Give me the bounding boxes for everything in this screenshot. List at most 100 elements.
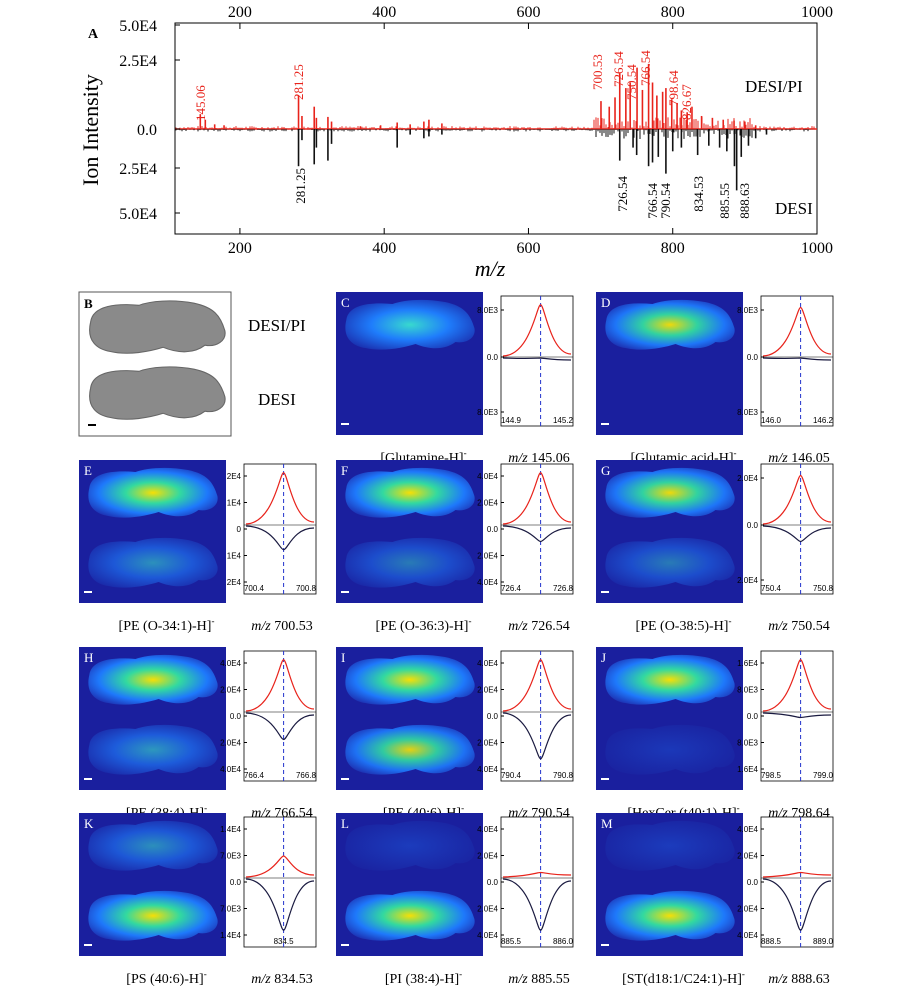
inset-ytick-label: 0 xyxy=(237,525,242,534)
desi-inset-peak xyxy=(762,878,832,931)
inset-ytick-label: 2.0E4 xyxy=(477,739,498,748)
desi-pi-peak-label: 145.06 xyxy=(193,85,208,121)
y-tick-label: 0.0 xyxy=(137,122,157,139)
desi-pi-label: DESI/PI xyxy=(745,77,803,96)
ion-name-caption: [PE (O-38:5)-H]- xyxy=(636,616,732,634)
inset-ytick-label: 4.0E4 xyxy=(477,472,498,481)
inset-ytick-label: 2.0E4 xyxy=(737,474,758,483)
panel-letter: E xyxy=(84,463,92,478)
desi-pi-peak-label: 750.54 xyxy=(624,64,639,100)
inset-ytick-label: 7.0E3 xyxy=(220,852,241,861)
desi-pi-ion-image xyxy=(88,820,218,871)
inset-ytick-label: 0.0 xyxy=(487,878,499,887)
desi-inset-peak xyxy=(502,525,572,543)
desi-pi-ion-image xyxy=(88,654,218,705)
ion-panel-k: K 1.4E4 7.0E3 0.0 7.0E3 1.4E4 834.5 [PS (40:6)-… xyxy=(79,813,317,987)
panel-letter: C xyxy=(341,295,350,310)
panel-letter: G xyxy=(601,463,610,478)
scale-bar xyxy=(84,778,92,780)
desi-peak-label: 790.54 xyxy=(658,183,673,219)
inset-ytick-label: 1E4 xyxy=(227,499,242,508)
inset-xtick-label: 799.0 xyxy=(813,771,834,780)
inset-xtick-label: 888.5 xyxy=(761,937,782,946)
y-axis-label: Ion Intensity xyxy=(78,74,103,186)
panel-a-letter: A xyxy=(88,27,99,42)
inset-ytick-label: 0.0 xyxy=(230,712,242,721)
panel-b-label-top: DESI/PI xyxy=(248,316,306,335)
desi-pi-inset-peak xyxy=(502,472,572,525)
inset-ytick-label: 4.0E4 xyxy=(477,825,498,834)
inset-frame xyxy=(243,463,317,595)
scale-bar xyxy=(341,591,349,593)
inset-frame xyxy=(243,650,317,782)
inset-xtick-label: 726.8 xyxy=(553,584,574,593)
panel-letter: D xyxy=(601,295,610,310)
inset-xtick-label: 766.4 xyxy=(244,771,265,780)
desi-pi-peak-label: 766.54 xyxy=(638,50,653,86)
desi-pi-peak-label: 700.53 xyxy=(590,54,605,90)
inset-xtick-label: 700.4 xyxy=(244,584,265,593)
scale-bar xyxy=(341,778,349,780)
desi-inset-peak xyxy=(502,878,572,931)
desi-brain-section xyxy=(89,366,226,420)
desi-noise xyxy=(175,129,815,139)
inset-ytick-label: 1E4 xyxy=(227,552,242,561)
inset-ytick-label: 0.0 xyxy=(230,878,242,887)
panel-letter: H xyxy=(84,650,93,665)
panel-letter: K xyxy=(84,816,94,831)
inset-ytick-label: 1.4E4 xyxy=(220,825,241,834)
desi-pi-inset-peak xyxy=(762,474,832,525)
panel-letter: J xyxy=(601,650,606,665)
x-tick-label-bottom: 400 xyxy=(372,240,396,257)
inset-xtick-label: 885.5 xyxy=(501,937,522,946)
inset-xtick-label: 144.9 xyxy=(501,416,522,425)
inset-xtick-label: 750.8 xyxy=(813,584,834,593)
inset-xtick-label: 790.8 xyxy=(553,771,574,780)
inset-ytick-label: 0.0 xyxy=(747,521,759,530)
y-tick-label: 5.0E4 xyxy=(119,206,157,223)
inset-ytick-label: 2E4 xyxy=(227,472,242,481)
desi-inset-peak xyxy=(245,712,315,741)
desi-pi-ion-image xyxy=(605,654,735,705)
inset-ytick-label: 2.0E4 xyxy=(737,852,758,861)
inset-xtick-label: 700.8 xyxy=(296,584,317,593)
x-tick-label-bottom: 600 xyxy=(516,240,540,257)
inset-ytick-label: 0.0 xyxy=(487,353,499,362)
x-tick-label-top: 200 xyxy=(228,4,252,21)
inset-frame xyxy=(760,650,834,782)
inset-ytick-label: 2E4 xyxy=(227,578,242,587)
desi-pi-inset-peak xyxy=(762,306,832,357)
mz-caption: m/z 750.54 xyxy=(768,619,829,634)
desi-pi-peak-label: 726.54 xyxy=(611,51,626,87)
desi-pi-peak-label: 798.64 xyxy=(666,70,681,106)
inset-ytick-label: 8.0E3 xyxy=(737,408,758,417)
inset-ytick-label: 8.0E3 xyxy=(737,739,758,748)
desi-ion-image xyxy=(605,537,735,588)
x-tick-label-top: 800 xyxy=(661,4,685,21)
inset-ytick-label: 4.0E4 xyxy=(220,765,241,774)
inset-xtick-label: 834.5 xyxy=(274,937,295,946)
panel-b: B DESI/PI DESI xyxy=(78,291,306,437)
desi-pi-inset-peak xyxy=(245,855,315,878)
desi-inset-peak xyxy=(245,525,315,551)
inset-ytick-label: 4.0E4 xyxy=(477,659,498,668)
desi-pi-inset-peak xyxy=(762,871,832,878)
inset-ytick-label: 8.0E3 xyxy=(737,686,758,695)
inset-frame xyxy=(760,295,834,427)
x-tick-label-bottom: 200 xyxy=(228,240,252,257)
inset-ytick-label: 0.0 xyxy=(747,712,759,721)
mz-caption: m/z 885.55 xyxy=(508,972,569,987)
inset-xtick-label: 766.8 xyxy=(296,771,317,780)
desi-pi-peak-label: 281.25 xyxy=(291,64,306,100)
inset-ytick-label: 2.0E4 xyxy=(477,852,498,861)
inset-xtick-label: 146.0 xyxy=(761,416,782,425)
mz-caption: m/z 145.06 xyxy=(508,451,569,466)
panel-letter: I xyxy=(341,650,345,665)
inset-ytick-label: 0.0 xyxy=(747,353,759,362)
